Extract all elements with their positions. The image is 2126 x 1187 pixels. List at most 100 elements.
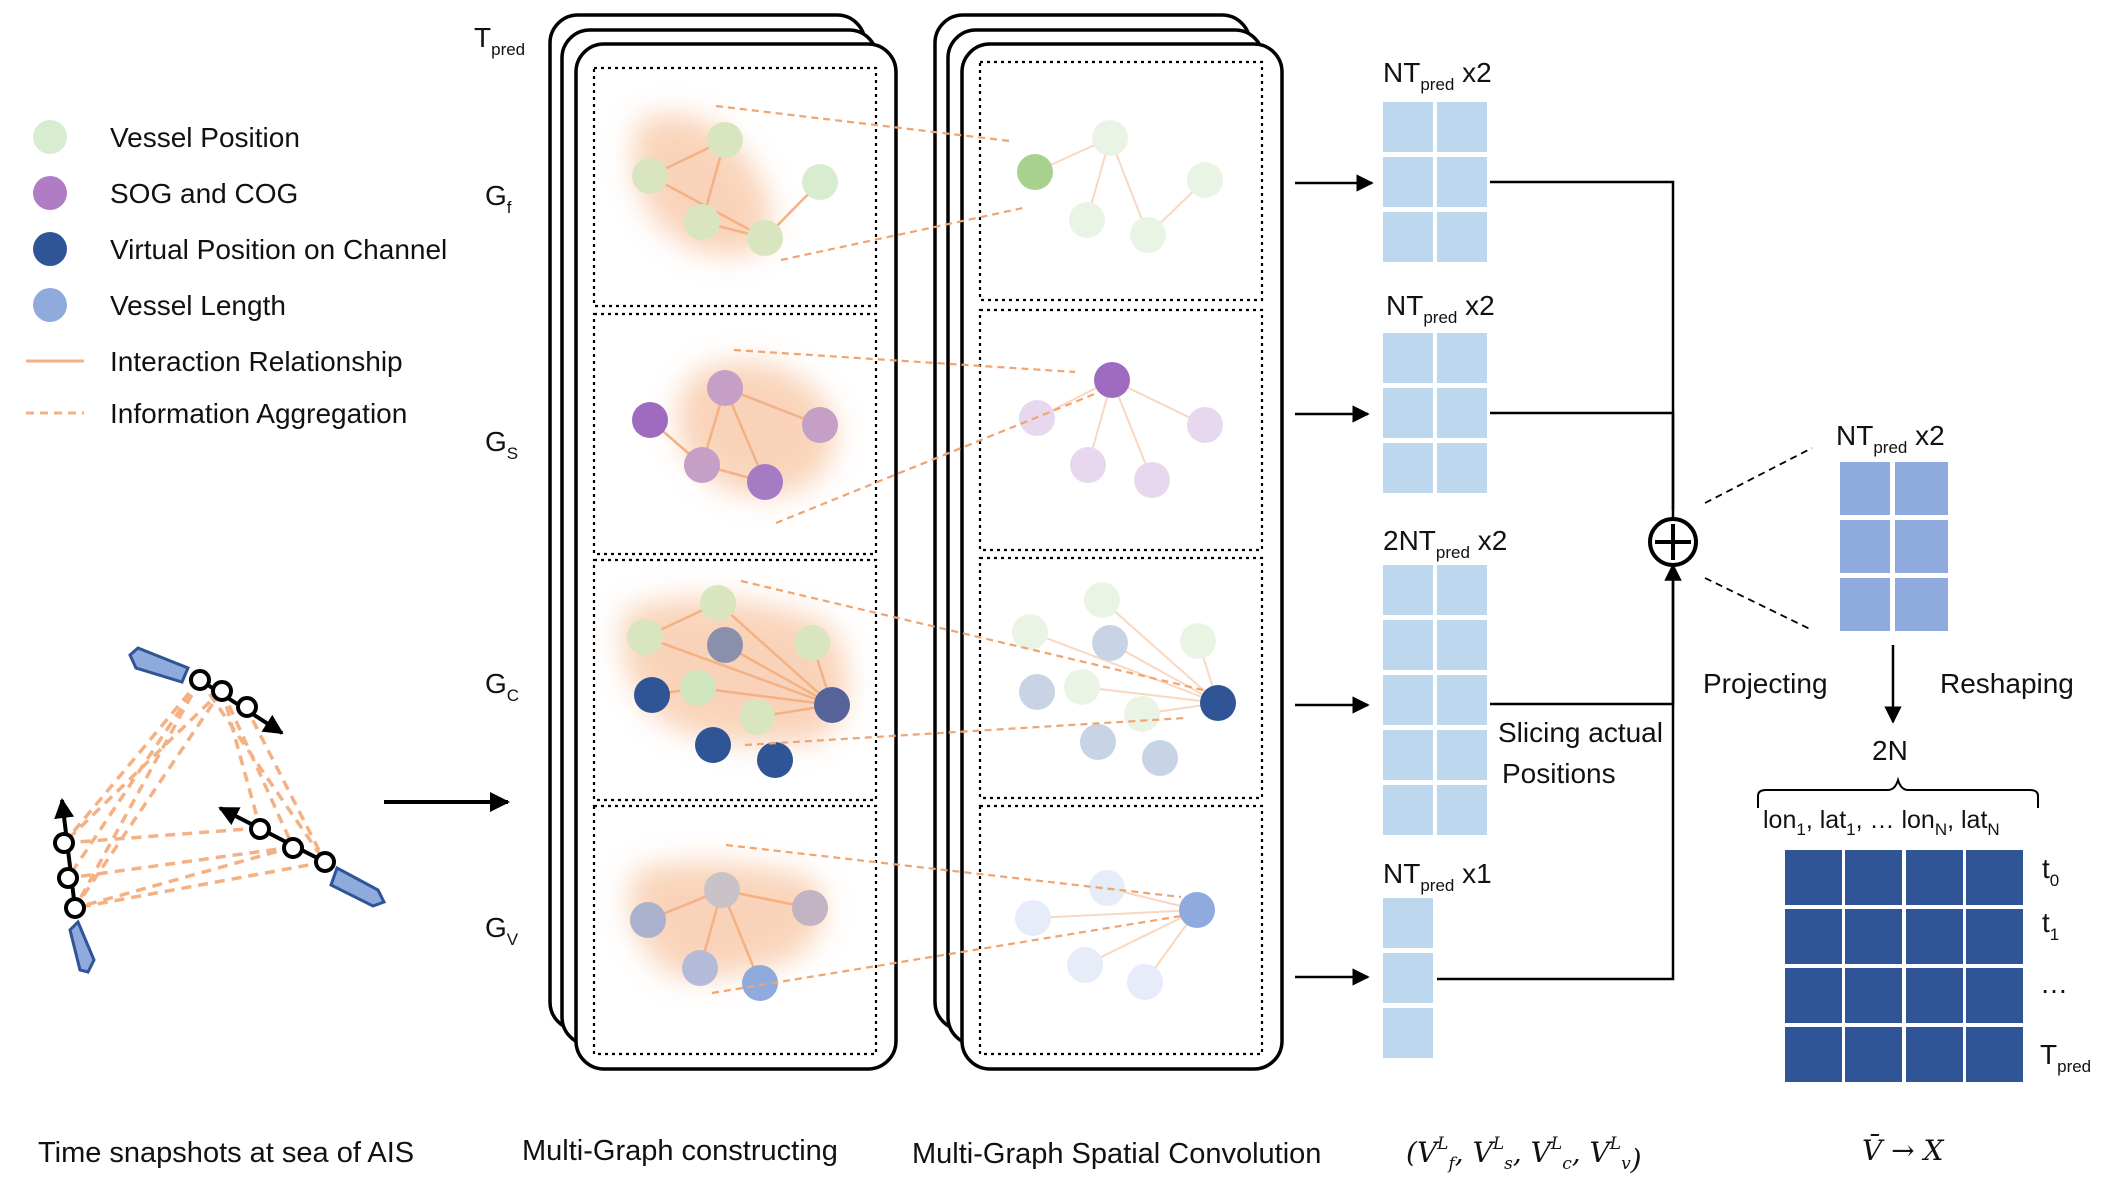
ais-dashed-links bbox=[62, 678, 327, 910]
graph-c-node bbox=[700, 585, 736, 621]
ais-illustration bbox=[53, 646, 510, 974]
slicing-label-1: Slicing actual bbox=[1498, 717, 1663, 748]
features-part: s bbox=[1504, 1154, 1513, 1174]
graph-s-node bbox=[707, 370, 743, 406]
legend-navy-dot bbox=[33, 232, 67, 266]
convolution-stack bbox=[933, 13, 1284, 1071]
graph-s-conv bbox=[1019, 362, 1223, 498]
graph-f-conv-node bbox=[1092, 120, 1128, 156]
graph-c-conv-node bbox=[1124, 696, 1160, 732]
graph-s-node bbox=[632, 402, 668, 438]
reshaping-label: Reshaping bbox=[1940, 668, 2074, 699]
features-part: V bbox=[1473, 1136, 1496, 1169]
output-3-label: 2NTpred x2 bbox=[1383, 525, 1507, 562]
conv-panel-c bbox=[978, 556, 1264, 800]
columns-label-part: , lat bbox=[1947, 806, 1987, 834]
gc-label: GC bbox=[485, 668, 519, 705]
conv-panel-f bbox=[978, 60, 1264, 302]
construct-panel-s bbox=[592, 312, 878, 556]
construct-frame-front bbox=[574, 42, 898, 1071]
columns-label-part: lon bbox=[1763, 806, 1796, 834]
graph-f-conv bbox=[1017, 120, 1223, 253]
construct-panel-v bbox=[592, 804, 878, 1056]
legend-interaction-label: Interaction Relationship bbox=[110, 346, 403, 377]
aggregation-lines bbox=[711, 104, 1204, 995]
graph-c-node bbox=[739, 699, 775, 735]
graph-c-hull bbox=[621, 598, 848, 745]
features-part: c bbox=[1562, 1154, 1572, 1174]
graph-c-conv-node bbox=[1080, 724, 1116, 760]
caption-ais: Time snapshots at sea of AIS bbox=[38, 1137, 414, 1169]
columns-label-part: 1 bbox=[1846, 820, 1855, 839]
graph-s-conv-node bbox=[1187, 407, 1223, 443]
ship-1-track bbox=[128, 646, 284, 735]
tpred-label: Tpred bbox=[474, 22, 525, 59]
graph-v-conv-node bbox=[1089, 870, 1125, 906]
graph-c-conv bbox=[1012, 582, 1236, 776]
caption-mapping: V̄ → X bbox=[1862, 1133, 1944, 1167]
legend-virtual-position-label: Virtual Position on Channel bbox=[110, 234, 447, 265]
graph-c-node bbox=[794, 625, 830, 661]
graph-s-node bbox=[684, 447, 720, 483]
output-2-label: NTpred x2 bbox=[1386, 290, 1495, 327]
legend-vessel-position-label: Vessel Position bbox=[110, 122, 300, 153]
graph-c-conv-node bbox=[1092, 625, 1128, 661]
legend-sog-cog-label: SOG and COG bbox=[110, 178, 298, 209]
graph-f-conv-node bbox=[1069, 202, 1105, 238]
graph-c-node bbox=[814, 687, 850, 723]
conv-panel-v bbox=[978, 804, 1264, 1056]
graph-c-conv-node bbox=[1200, 685, 1236, 721]
features-part: , bbox=[1572, 1136, 1590, 1169]
final-block-label: NTpred x2 bbox=[1836, 420, 1945, 457]
gs-label: GS bbox=[485, 426, 518, 463]
merge-lines bbox=[1437, 180, 1682, 981]
row-label-dots: … bbox=[2040, 968, 2068, 999]
features-part: L bbox=[1550, 1134, 1562, 1154]
columns-brace bbox=[1757, 776, 2039, 808]
graph-f-node bbox=[684, 204, 720, 240]
ship-2-hull bbox=[329, 865, 387, 908]
graph-v-conv-node bbox=[1127, 964, 1163, 1000]
graph-s-node bbox=[747, 464, 783, 500]
construct-stack bbox=[548, 13, 898, 1071]
features-part: V bbox=[1531, 1136, 1554, 1169]
output-4-label: NTpred x1 bbox=[1383, 858, 1492, 895]
slicing-label-2: Positions bbox=[1502, 758, 1616, 789]
graph-f-node bbox=[632, 158, 668, 194]
conv-to-output-arrows bbox=[1295, 174, 1374, 986]
legend: Vessel Position SOG and COG Virtual Posi… bbox=[26, 120, 447, 429]
columns-label-part: N bbox=[1987, 820, 1999, 839]
projection-lines bbox=[1704, 447, 1813, 631]
ship-2-track bbox=[218, 806, 387, 908]
features-part: , bbox=[1513, 1136, 1531, 1169]
features-part: V bbox=[1590, 1136, 1613, 1169]
graph-c-node bbox=[757, 742, 793, 778]
sum-symbol bbox=[1648, 517, 1698, 567]
columns-label: lon1, lat1, … lonN, latN bbox=[1763, 806, 2000, 839]
gv-label: GV bbox=[485, 912, 519, 949]
graph-c-conv-node bbox=[1180, 623, 1216, 659]
caption-features: (VLf, VLs, VLc, VLv) bbox=[1406, 1134, 1642, 1176]
graph-labels: Tpred Gf GS GC GV bbox=[474, 22, 525, 949]
row-label-tpred: Tpred bbox=[2040, 1039, 2091, 1076]
graph-s-conv-node bbox=[1094, 362, 1130, 398]
output-block-2 bbox=[1383, 333, 1487, 493]
columns-label-part: 1 bbox=[1796, 820, 1805, 839]
graph-v-node bbox=[682, 950, 718, 986]
graph-v-conv-node bbox=[1067, 947, 1103, 983]
graph-c-conv-node bbox=[1064, 669, 1100, 705]
two-n-label: 2N bbox=[1872, 735, 1908, 766]
graph-v-node bbox=[630, 902, 666, 938]
row-label-t0: t0 bbox=[2042, 853, 2059, 890]
graph-s-construct bbox=[632, 361, 838, 500]
legend-blue-dot bbox=[33, 288, 67, 322]
graph-v-node bbox=[792, 890, 828, 926]
features-part: ) bbox=[1630, 1143, 1642, 1176]
graph-s-conv-node bbox=[1134, 462, 1170, 498]
graph-c-node bbox=[707, 627, 743, 663]
graph-s-node bbox=[802, 407, 838, 443]
caption-construct: Multi-Graph constructing bbox=[522, 1135, 838, 1167]
output-1-label: NTpred x2 bbox=[1383, 57, 1492, 94]
graph-v-construct bbox=[629, 862, 828, 1001]
